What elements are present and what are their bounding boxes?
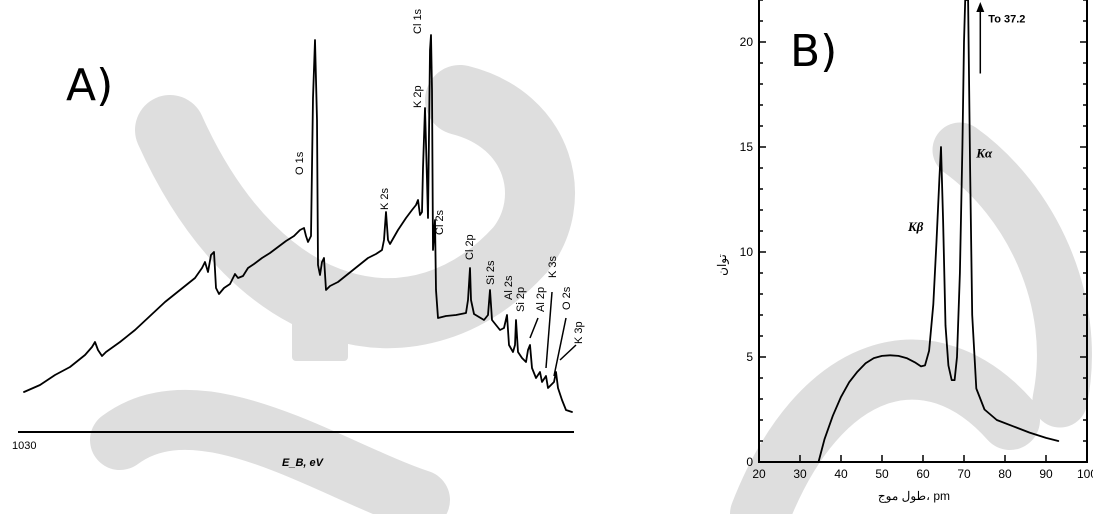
peak-label-k2s: K 2s [379,187,391,210]
peak-label-k2p: K 2p [412,85,424,108]
panel-b-y-tick-label: 5 [746,350,753,364]
peak-label-k3p: K 3p [573,321,585,344]
panel-b-x-tick-label: 20 [752,467,766,481]
peak-label-si2p: Si 2p [515,287,527,312]
panel-b-x-tick-label: 100 [1077,467,1093,481]
panel-a-x-tick-label: 1030 [12,440,36,452]
peak-label-k3s: K 3s [547,255,559,278]
peak-leader-k3p [559,344,577,361]
peak-leader-o2s [553,317,567,377]
panel-a-x-axis-label: E_B, eV [282,457,325,469]
peak-label-o2s: O 2s [561,286,573,310]
panel-b-axes: 20 30 40 50 60 70 80 90 100 0 5 10 15 20 [740,0,1093,481]
panel-b-x-tick-label: 90 [1039,467,1053,481]
peak-label-o1s: O 1s [294,151,306,175]
annotation-arrow-head [976,2,985,12]
peak-label-cl2p: Cl 2p [464,234,476,260]
panel-b-series-line [817,0,1060,463]
peak-label-al2s: Al 2s [503,275,515,300]
panel-b-y-tick-label: 0 [746,455,753,469]
watermark [90,65,1092,514]
panel-b-y-tick-label: 10 [740,245,754,259]
panel-b-y-tick-label: 15 [740,140,754,154]
panel-b-plot: Kβ Kα To 37.2 [817,0,1060,463]
peak-leader-k3s [545,291,553,369]
panel-b-label: B) [790,26,837,77]
annotation-k-alpha: Kα [975,146,993,161]
panel-b-y-tick-label: 20 [740,35,754,49]
panel-b-x-tick-label: 50 [875,467,889,481]
peak-leader-al2p [529,317,539,339]
panel-b-y-axis-label: توان [715,254,729,276]
peak-label-si2s: Si 2s [485,260,497,285]
peak-label-al2p: Al 2p [535,287,547,312]
annotation-k-beta: Kβ [907,219,924,234]
panel-b-x-tick-label: 70 [957,467,971,481]
panel-b-x-tick-label: 30 [793,467,807,481]
peak-label-cl1s: Cl 1s [412,8,424,34]
panel-b-x-tick-label: 80 [998,467,1012,481]
panel-b: B) Kβ Kα To 37.2 20 30 40 50 60 70 80 90 100 0 5 10 15… [715,0,1093,503]
panel-a-label: A) [66,60,113,111]
panel-a: A) 1030 E_B, eV O 1s K 2s K 2p Cl 1s Cl … [12,8,585,469]
panel-a-spectrum-line [23,34,573,413]
panel-b-x-tick-label: 40 [834,467,848,481]
peak-label-cl2s: Cl 2s [434,209,446,235]
panel-b-x-tick-label: 60 [916,467,930,481]
panel-b-x-axis-label: طول موج، pm [878,489,950,503]
annotation-to-37-2: To 37.2 [988,14,1025,26]
